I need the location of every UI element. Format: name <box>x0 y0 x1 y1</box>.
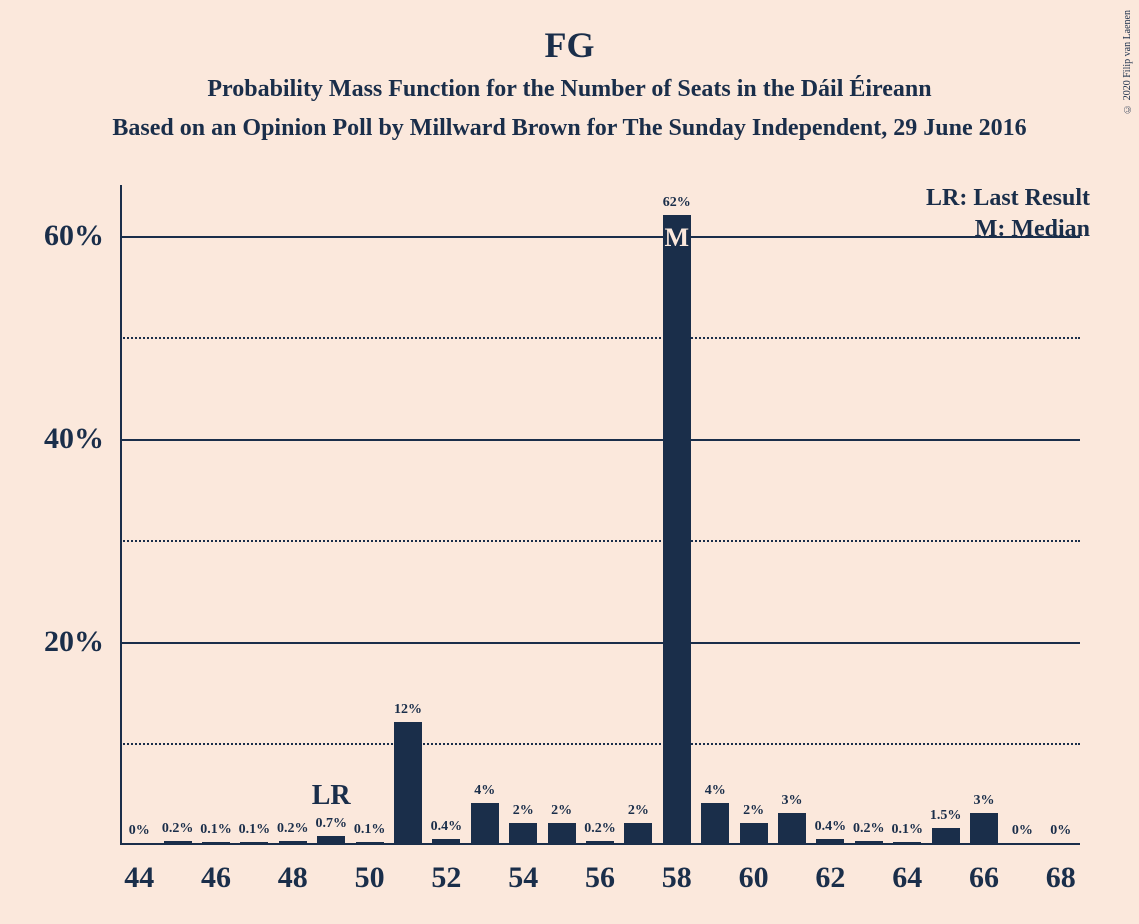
x-tick-label: 48 <box>278 861 308 895</box>
bar-value-label: 2% <box>743 803 764 819</box>
bar-value-label: 1.5% <box>930 808 962 824</box>
median-mark: M <box>665 223 690 253</box>
main-title: FG <box>0 24 1139 66</box>
x-tick-label: 46 <box>201 861 231 895</box>
bar: 0.2% <box>855 841 883 843</box>
x-tick-label: 60 <box>739 861 769 895</box>
bar-value-label: 0.2% <box>162 821 194 837</box>
bar-value-label: 2% <box>551 803 572 819</box>
bar-value-label: 62% <box>663 195 691 211</box>
subtitle-1: Probability Mass Function for the Number… <box>0 76 1139 103</box>
y-tick-label: 60% <box>4 219 104 253</box>
x-tick-label: 64 <box>892 861 922 895</box>
bar-value-label: 0% <box>1012 823 1033 839</box>
bar-value-label: 4% <box>705 783 726 799</box>
bar-value-label: 0% <box>1050 823 1071 839</box>
bar: 0.1% <box>893 842 921 843</box>
x-tick-label: 44 <box>124 861 154 895</box>
x-tick-label: 58 <box>662 861 692 895</box>
x-tick-label: 56 <box>585 861 615 895</box>
bar-value-label: 0.2% <box>277 821 309 837</box>
bar-value-label: 0.4% <box>815 819 847 835</box>
bar: 0.1% <box>240 842 268 843</box>
bar: 0.4% <box>816 839 844 843</box>
bar: 2% <box>740 823 768 843</box>
bar-value-label: 12% <box>394 702 422 718</box>
x-tick-label: 52 <box>431 861 461 895</box>
copyright-text: © 2020 Filip van Laenen <box>1122 10 1133 114</box>
bar-value-label: 2% <box>628 803 649 819</box>
bar: 12% <box>394 722 422 843</box>
bar-value-label: 0.7% <box>315 816 347 832</box>
bar: 3% <box>778 813 806 843</box>
y-tick-label: 40% <box>4 422 104 456</box>
bars-container: 0%0.2%0.1%0.1%0.2%0.7%LR0.1%12%0.4%4%2%2… <box>120 185 1080 843</box>
bar-value-label: 0% <box>129 823 150 839</box>
bar: 3% <box>970 813 998 843</box>
x-tick-label: 54 <box>508 861 538 895</box>
bar-value-label: 0.2% <box>853 821 885 837</box>
bar: 0.4% <box>432 839 460 843</box>
bar: 62%M <box>663 215 691 843</box>
bar-value-label: 0.2% <box>584 821 616 837</box>
bar: 4% <box>701 803 729 843</box>
bar-value-label: 0.1% <box>239 822 271 838</box>
bar: 0.2% <box>279 841 307 843</box>
bar-value-label: 4% <box>474 783 495 799</box>
x-tick-label: 66 <box>969 861 999 895</box>
bar-value-label: 0.1% <box>891 822 923 838</box>
bar: 0.2% <box>164 841 192 843</box>
bar: 2% <box>624 823 652 843</box>
x-tick-label: 62 <box>815 861 845 895</box>
x-tick-label: 68 <box>1046 861 1076 895</box>
bar-value-label: 0.1% <box>200 822 232 838</box>
y-tick-label: 20% <box>4 625 104 659</box>
bar-value-label: 0.4% <box>431 819 463 835</box>
bar: 2% <box>548 823 576 843</box>
bar-value-label: 0.1% <box>354 822 386 838</box>
plot-area: 20%40%60% 0%0.2%0.1%0.1%0.2%0.7%LR0.1%12… <box>120 185 1080 845</box>
bar-value-label: 3% <box>781 793 802 809</box>
bar: 0.7%LR <box>317 836 345 843</box>
x-tick-label: 50 <box>355 861 385 895</box>
bar-value-label: 2% <box>513 803 534 819</box>
bar: 2% <box>509 823 537 843</box>
chart-titles: FG Probability Mass Function for the Num… <box>0 0 1139 142</box>
bar: 0.1% <box>202 842 230 843</box>
x-axis <box>120 843 1080 845</box>
bar: 0.1% <box>356 842 384 843</box>
bar: 4% <box>471 803 499 843</box>
bar: 1.5% <box>932 828 960 843</box>
bar-value-label: 3% <box>973 793 994 809</box>
subtitle-2: Based on an Opinion Poll by Millward Bro… <box>0 115 1139 142</box>
chart-area: LR: Last Result M: Median 20%40%60% 0%0.… <box>120 185 1100 845</box>
last-result-mark: LR <box>312 780 351 812</box>
bar: 0.2% <box>586 841 614 843</box>
